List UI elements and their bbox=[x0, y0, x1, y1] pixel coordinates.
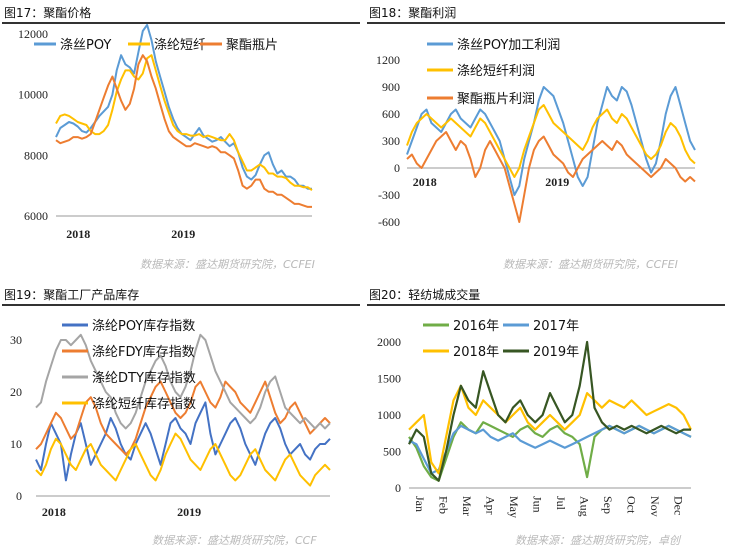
legend-label: 涤纶短纤 bbox=[154, 38, 206, 53]
chart-source: 数据来源：盛达期货研究院，卓创 bbox=[515, 534, 680, 547]
y-tick-label: 2000 bbox=[377, 335, 401, 349]
y-tick-label: 10000 bbox=[18, 88, 48, 102]
chart-source: 数据来源：盛达期货研究院，CCFEI bbox=[140, 258, 315, 271]
series-line-2 bbox=[55, 54, 313, 192]
x-tick-label: Oct bbox=[625, 496, 639, 514]
series-line-4 bbox=[35, 432, 331, 487]
x-tick-label: Dec bbox=[672, 496, 686, 515]
legend-label: 2016年 bbox=[453, 319, 499, 334]
series-line-2 bbox=[35, 380, 331, 456]
panel-polyester-price: 图17：聚酯价格 6000 8000 10000 12000 2018 2019 涤丝POY… bbox=[0, 0, 365, 274]
series-line-1 bbox=[55, 23, 312, 190]
legend-label: 聚酯瓶片利润 bbox=[457, 92, 535, 107]
chart-polyester-profit: -600 -300 0 300 600 900 1200 2018 2019 涤丝POY加工利润涤… bbox=[376, 38, 696, 229]
chart-title: 图18：聚酯利润 bbox=[369, 6, 457, 20]
x-tick-label: 2019 bbox=[545, 175, 569, 189]
panel-inventory: 图19：聚酯工厂产品库存 0 10 20 30 2018 2019 涤纶POY库存指数 涤纶F… bbox=[0, 282, 365, 548]
y-tick-label: -600 bbox=[378, 215, 400, 229]
chart-source: 数据来源：盛达期货研究院，CCF bbox=[152, 534, 317, 547]
x-tick-label: Feb bbox=[437, 496, 451, 514]
panel-polyester-profit: 图18：聚酯利润 -600 -300 0 300 600 900 1200 2018 2019 涤… bbox=[365, 0, 730, 274]
series-line-2 bbox=[408, 424, 692, 475]
chart-source: 数据来源：盛达期货研究院，CCFEI bbox=[503, 258, 678, 271]
x-tick-label: Mar bbox=[460, 496, 474, 516]
series-line-1 bbox=[406, 86, 696, 196]
series-line-3 bbox=[35, 333, 331, 430]
x-tick-label: 2018 bbox=[413, 175, 437, 189]
legend-label: 2018年 bbox=[453, 345, 499, 360]
y-tick-label: 8000 bbox=[24, 148, 48, 162]
x-tick-label: 2018 bbox=[42, 505, 66, 519]
series-line-4 bbox=[408, 340, 691, 482]
legend-label: 涤纶FDY库存指数 bbox=[92, 344, 195, 360]
chart-textile-volume: 0 500 1000 1500 2000 Jan Feb Mar Apr May Jun Jul Aug… bbox=[377, 319, 692, 518]
y-tick-label: 1200 bbox=[376, 53, 400, 67]
x-tick-label: 2019 bbox=[177, 505, 201, 519]
chart-title: 图19：聚酯工厂产品库存 bbox=[4, 288, 140, 302]
legend-label: 涤丝POY加工利润 bbox=[457, 38, 560, 53]
y-tick-label: 1000 bbox=[377, 408, 401, 422]
y-tick-label: 20 bbox=[10, 385, 22, 399]
y-tick-label: 30 bbox=[10, 333, 22, 347]
series-line-3 bbox=[55, 54, 312, 208]
y-tick-label: 10 bbox=[10, 437, 22, 451]
x-tick-label: May bbox=[507, 496, 521, 518]
x-tick-label: Apr bbox=[484, 496, 498, 515]
legend-label: 涤纶短纤库存指数 bbox=[92, 396, 196, 412]
legend-label: 聚酯瓶片 bbox=[226, 38, 278, 53]
chart-title: 图20：轻纺城成交量 bbox=[369, 288, 481, 302]
legend-label: 涤纶短纤利润 bbox=[457, 64, 535, 79]
y-tick-label: 0 bbox=[395, 481, 401, 495]
x-tick-label: Sep bbox=[601, 496, 615, 514]
legend-label: 涤丝POY bbox=[60, 38, 111, 53]
series-line-3 bbox=[406, 131, 696, 223]
legend-label: 2019年 bbox=[533, 345, 579, 360]
chart-polyester-price: 6000 8000 10000 12000 2018 2019 涤丝POY 涤纶短纤 聚酯瓶片 bbox=[18, 23, 313, 241]
legend-label: 2017年 bbox=[533, 319, 579, 334]
x-tick-label: 2019 bbox=[171, 227, 195, 241]
x-tick-label: Jan bbox=[413, 496, 427, 512]
series-line-2 bbox=[406, 104, 696, 178]
legend-label: 涤纶DTY库存指数 bbox=[92, 370, 196, 386]
y-tick-label: 1500 bbox=[377, 372, 401, 386]
y-tick-label: 12000 bbox=[18, 27, 48, 41]
x-tick-label: 2018 bbox=[66, 227, 90, 241]
series-line-3 bbox=[408, 384, 692, 475]
x-tick-label: Aug bbox=[578, 496, 592, 517]
y-tick-label: 0 bbox=[394, 161, 400, 175]
y-tick-label: 6000 bbox=[24, 209, 48, 223]
chart-title: 图17：聚酯价格 bbox=[4, 6, 92, 20]
y-tick-label: 0 bbox=[16, 489, 22, 503]
title-underline bbox=[367, 22, 725, 24]
series-line-1 bbox=[35, 401, 331, 482]
y-tick-label: 900 bbox=[382, 80, 400, 94]
x-tick-label: Jul bbox=[554, 496, 568, 511]
title-underline bbox=[2, 22, 360, 24]
title-underline bbox=[2, 304, 360, 306]
y-tick-label: 300 bbox=[382, 134, 400, 148]
y-tick-label: -300 bbox=[378, 188, 400, 202]
x-tick-label: Jun bbox=[531, 496, 545, 513]
legend-label: 涤纶POY库存指数 bbox=[92, 318, 195, 334]
panel-textile-volume: 图20：轻纺城成交量 0 500 1000 1500 2000 Jan Feb Mar Apr M… bbox=[365, 282, 730, 548]
title-underline bbox=[367, 304, 725, 306]
x-tick-label: Nov bbox=[648, 496, 662, 517]
y-tick-label: 600 bbox=[382, 107, 400, 121]
chart-inventory: 0 10 20 30 2018 2019 涤纶POY库存指数涤纶FDY库存指数涤纶DTY库存… bbox=[10, 318, 331, 519]
y-tick-label: 500 bbox=[383, 445, 401, 459]
